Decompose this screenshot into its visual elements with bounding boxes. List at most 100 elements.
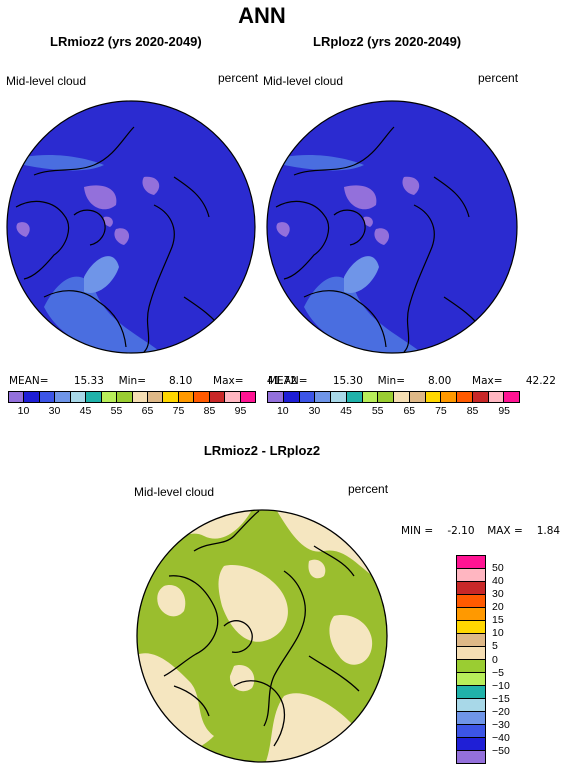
- colorbar-swatch: [504, 392, 519, 402]
- colorbar-swatch: [457, 582, 485, 595]
- colorbar-tick-label: 40: [492, 575, 504, 588]
- right-variable-label: Mid-level cloud: [263, 74, 344, 88]
- colorbar-swatch: [457, 556, 485, 569]
- colorbar-swatch: [457, 634, 485, 647]
- diff-units-label: percent: [348, 482, 389, 496]
- right-map-region: [304, 276, 424, 353]
- colorbar-swatch: [457, 673, 485, 686]
- colorbar-swatch: [147, 392, 164, 402]
- right-map-region: [374, 228, 390, 245]
- diff-map-region: [218, 565, 288, 642]
- right-colorbar-ticks: 10 30 45 55 65 75 85 95: [267, 405, 520, 419]
- left-map-region: [103, 216, 113, 227]
- diff-min-label: MIN =: [401, 525, 434, 537]
- right-coastlines: [275, 126, 485, 353]
- colorbar-swatch: [457, 595, 485, 608]
- colorbar-tick-label: 95: [234, 405, 247, 417]
- colorbar-swatch: [409, 392, 426, 402]
- colorbar-tick-label: 5: [492, 640, 498, 653]
- diff-map-region: [308, 559, 326, 579]
- right-polar-map: [266, 100, 518, 354]
- right-map-border: [266, 100, 518, 354]
- right-colorbar: [267, 391, 520, 403]
- colorbar-tick-label: 30: [48, 405, 61, 417]
- left-coastlines: [15, 126, 225, 353]
- colorbar-tick-label: −5: [492, 666, 504, 679]
- colorbar-tick-label: 10: [492, 627, 504, 640]
- colorbar-swatch: [457, 569, 485, 582]
- colorbar-swatch: [225, 392, 241, 402]
- diff-colorbar-ticks: 50 40 30 20 15 10 5 0 −5 −10 −15 −20 −30 −40 −50: [492, 555, 532, 764]
- diff-variable-label: Mid-level cloud: [134, 485, 215, 499]
- colorbar-tick-label: 55: [110, 405, 123, 417]
- diff-map-region: [157, 585, 186, 617]
- diff-map-region: [329, 615, 373, 665]
- left-map-border: [6, 100, 256, 354]
- colorbar-tick-label: 15: [492, 614, 504, 627]
- left-colorbar-ticks: 10 30 45 55 65 75 85 95: [8, 405, 256, 419]
- right-map-region: [402, 176, 420, 195]
- colorbar-swatch: [178, 392, 195, 402]
- colorbar-tick-label: 95: [498, 405, 511, 417]
- colorbar-tick-label: 50: [492, 562, 504, 575]
- colorbar-tick-label: 30: [492, 588, 504, 601]
- colorbar-tick-label: −15: [492, 692, 510, 705]
- colorbar-swatch: [362, 392, 379, 402]
- left-map-background: [7, 101, 255, 353]
- colorbar-tick-label: 20: [492, 601, 504, 614]
- left-map-region: [84, 256, 119, 293]
- colorbar-swatch: [70, 392, 87, 402]
- left-map-region: [44, 276, 164, 353]
- right-mean-label: MEAN=: [268, 375, 308, 387]
- colorbar-swatch: [209, 392, 226, 402]
- figure-title: ANN: [238, 3, 286, 28]
- diff-map-border: [136, 509, 388, 763]
- colorbar-swatch: [457, 392, 473, 402]
- colorbar-swatch: [39, 392, 56, 402]
- right-max-value: 42.22: [525, 375, 556, 387]
- colorbar-tick-label: 10: [276, 405, 289, 417]
- colorbar-tick-label: −10: [492, 679, 510, 692]
- right-min-label: Min=: [377, 375, 405, 387]
- colorbar-swatch: [117, 392, 133, 402]
- left-max-value: 41.72: [266, 375, 297, 387]
- diff-panel-title: LRmioz2 - LRploz2: [203, 443, 321, 458]
- colorbar-swatch: [24, 392, 40, 402]
- colorbar-swatch: [346, 392, 363, 402]
- colorbar-swatch: [394, 392, 410, 402]
- colorbar-swatch: [240, 392, 255, 402]
- colorbar-swatch: [441, 392, 457, 402]
- colorbar-swatch: [457, 608, 485, 621]
- right-map-region: [344, 256, 379, 293]
- colorbar-swatch: [9, 392, 25, 402]
- diff-max-value: 1.84: [536, 525, 561, 537]
- colorbar-tick-label: 45: [79, 405, 92, 417]
- left-panel-title: LRmioz2 (yrs 2020-2049): [50, 34, 202, 49]
- colorbar-swatch: [55, 392, 71, 402]
- colorbar-tick-label: 30: [308, 405, 321, 417]
- right-map-region: [363, 216, 373, 227]
- left-mean-label: MEAN=: [9, 375, 49, 387]
- colorbar-tick-label: 65: [403, 405, 416, 417]
- colorbar-swatch: [457, 660, 485, 673]
- right-panel-title: LRploz2 (yrs 2020-2049): [313, 34, 462, 49]
- left-map-region: [84, 185, 117, 210]
- colorbar-swatch: [378, 392, 394, 402]
- diff-colorbar: [456, 555, 486, 764]
- right-units-label: percent: [478, 71, 519, 85]
- right-max-label: Max=: [472, 375, 503, 387]
- colorbar-swatch: [425, 392, 442, 402]
- colorbar-tick-label: 10: [17, 405, 30, 417]
- colorbar-swatch: [299, 392, 316, 402]
- colorbar-tick-label: −40: [492, 731, 510, 744]
- colorbar-swatch: [457, 621, 485, 634]
- right-mean-value: 15.30: [332, 375, 363, 387]
- right-min-value: 8.00: [427, 375, 452, 387]
- colorbar-tick-label: 85: [466, 405, 479, 417]
- colorbar-tick-label: 75: [435, 405, 447, 417]
- left-mean-value: 15.33: [73, 375, 104, 387]
- colorbar-swatch: [457, 647, 485, 660]
- colorbar-swatch: [457, 751, 485, 763]
- colorbar-tick-label: 0: [492, 653, 498, 666]
- diff-max-label: MAX =: [487, 525, 523, 537]
